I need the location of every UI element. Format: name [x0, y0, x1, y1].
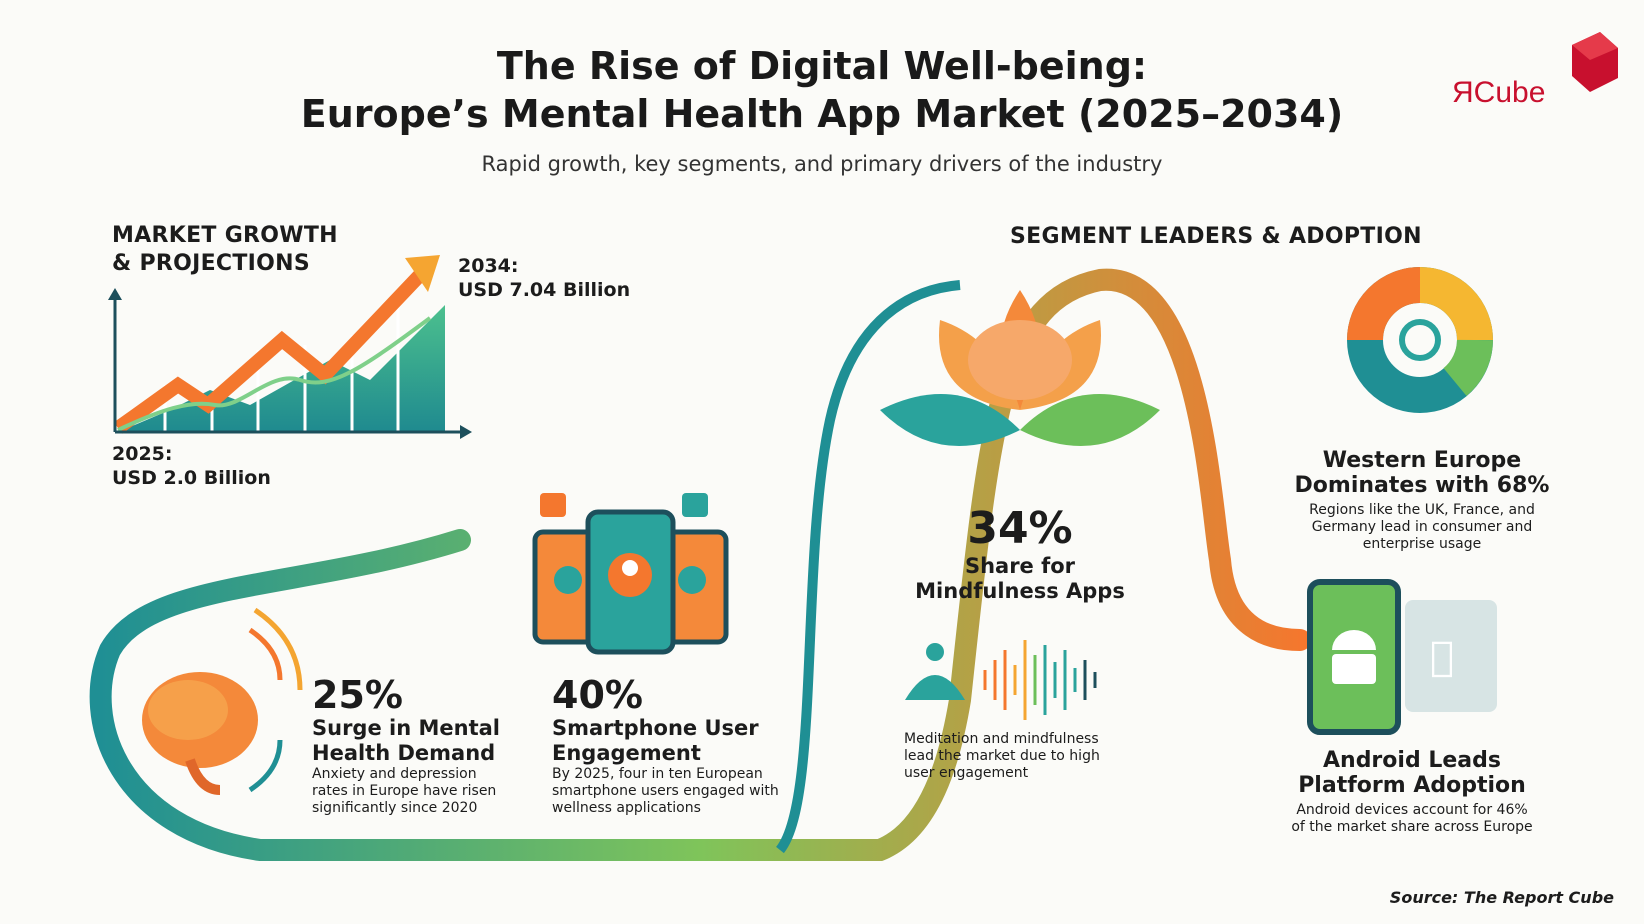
brain-illustration: [142, 607, 303, 795]
meditation-icon: [905, 643, 965, 700]
phones-illustration: [532, 493, 729, 655]
growth-heading: MARKET GROWTH & PROJECTIONS: [112, 223, 338, 276]
growth-chart: [108, 255, 472, 439]
stat-smartphone-engagement: 40% Smartphone User Engagement By 2025, …: [552, 673, 779, 816]
apple-icon: : [1430, 634, 1454, 680]
chart-area: [118, 305, 445, 432]
stat-android-adoption: Android Leads Platform Adoption Android …: [1291, 748, 1533, 835]
inner-vine: [775, 280, 961, 854]
mindfulness-description: Meditation and mindfulness lead the mark…: [904, 731, 1100, 781]
region-donut-chart: [1347, 267, 1493, 413]
logo-cube-icon: [1572, 32, 1618, 92]
stat-western-europe: Western Europe Dominates with 68% Region…: [1294, 448, 1550, 552]
android-icon: [1332, 630, 1376, 684]
secondary-trend: [117, 316, 432, 432]
platform-illustration: : [1307, 579, 1497, 735]
logo: ЯCube: [1452, 76, 1546, 109]
lotus-brain-illustration: [880, 290, 1160, 446]
segments-heading: SEGMENT LEADERS & ADOPTION: [1010, 224, 1422, 249]
page-subtitle: Rapid growth, key segments, and primary …: [481, 152, 1163, 176]
end-value-label: 2034: USD 7.04 Billion: [458, 255, 631, 301]
soundwave-illustration: [983, 640, 1097, 720]
stat-mindfulness-share: 34% Share for Mindfulness Apps: [915, 503, 1125, 604]
source-note: Source: The Report Cube: [1389, 888, 1614, 907]
start-value-label: 2025: USD 2.0 Billion: [112, 443, 271, 489]
page-title: The Rise of Digital Well-being: Europe’s…: [300, 44, 1344, 136]
stat-mental-health-demand: 25% Surge in Mental Health Demand Anxiet…: [312, 673, 500, 816]
growth-arrowhead: [405, 255, 440, 292]
growth-arrow: [113, 270, 426, 434]
